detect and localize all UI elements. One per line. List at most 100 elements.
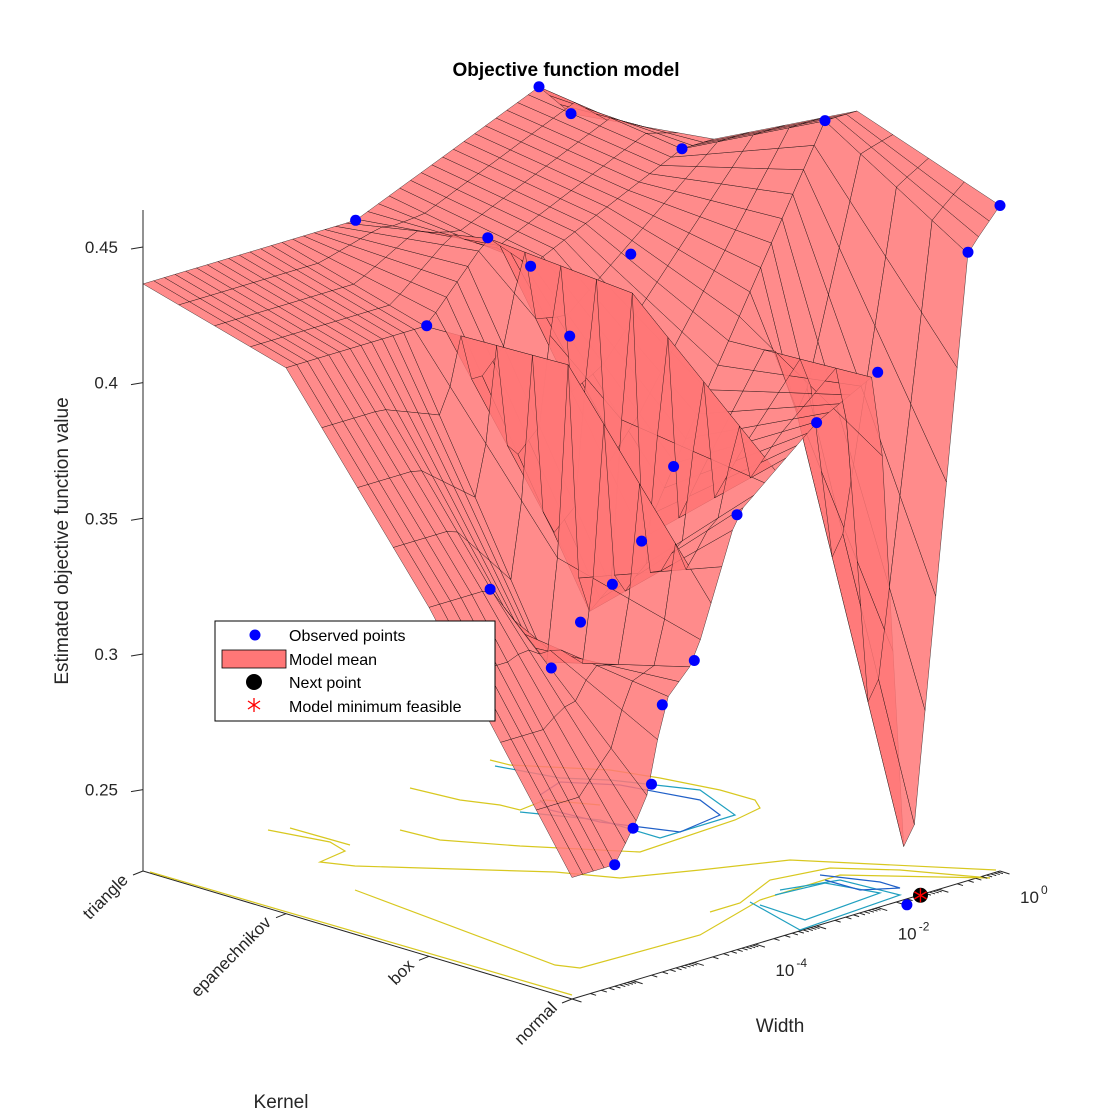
observed-point — [656, 699, 668, 711]
y-tick-mark — [863, 911, 871, 914]
contour-line — [819, 874, 901, 891]
y-tick-mark — [816, 925, 827, 930]
z-tick-label: 0.25 — [85, 781, 118, 800]
y-tick-mark — [906, 898, 913, 902]
legend-observed-marker — [249, 629, 261, 641]
observed-point — [962, 246, 974, 258]
y-tick-mark — [868, 909, 875, 913]
z-tick-label: 0.3 — [94, 645, 118, 664]
y-tick-mark — [691, 962, 698, 966]
contour-line — [709, 867, 991, 913]
contour-line — [354, 874, 991, 969]
y-tick-mark — [993, 872, 1000, 876]
x-tick-mark — [561, 998, 573, 1004]
legend-entry-next-point: Next point — [289, 675, 362, 692]
z-tick-mark — [130, 246, 144, 250]
observed-point — [646, 778, 657, 790]
observed-point — [819, 115, 831, 127]
legend: Observed points Model mean Next point Mo… — [214, 620, 496, 722]
y-tick-mark — [619, 984, 626, 988]
y-tick-mark — [745, 946, 752, 950]
observed-point — [627, 822, 639, 834]
y-tick-mark — [623, 983, 630, 986]
y-tick-exponent: -4 — [796, 956, 807, 970]
y-tick-mark — [688, 963, 695, 967]
observed-point — [609, 859, 621, 871]
y-tick-mark — [741, 947, 748, 951]
y-tick-exponent: 0 — [1041, 883, 1048, 897]
y-tick-mark — [749, 945, 756, 949]
y-tick-mark — [730, 950, 737, 954]
observed-point — [676, 143, 688, 155]
y-tick-mark — [834, 919, 841, 923]
observed-point — [565, 108, 577, 120]
y-tick-exponent: -2 — [919, 920, 930, 934]
observed-point — [811, 417, 823, 429]
axes-frame — [142, 210, 1001, 1000]
contour-line — [759, 882, 883, 921]
y-tick-mark — [853, 914, 860, 918]
observed-points — [350, 81, 1006, 911]
contour-line — [267, 829, 997, 879]
z-tick-label: 0.4 — [94, 374, 118, 393]
y-tick-mark — [981, 876, 988, 879]
legend-box — [214, 620, 496, 722]
y-tick-mark — [871, 908, 878, 912]
y-tick-mark — [859, 912, 866, 916]
legend-entry-model-minimum-feasible: Model minimum feasible — [289, 699, 462, 716]
y-tick-mark — [680, 966, 687, 969]
x-tick-mark — [275, 913, 287, 919]
y-tick-mark — [967, 880, 974, 883]
contour-line — [289, 827, 351, 846]
y-tick-mark — [784, 934, 791, 938]
y-tick-mark — [773, 938, 780, 941]
observed-point — [564, 330, 576, 342]
y-tick-mark — [723, 953, 730, 956]
x-tick-mark — [132, 870, 144, 876]
y-tick-base: 10 — [775, 961, 794, 980]
y-tick-mark — [694, 961, 704, 966]
y-tick-mark — [975, 877, 982, 881]
y-tick-label: 10 -4 — [775, 956, 807, 980]
y-tick-mark — [755, 943, 766, 948]
observed-point — [625, 248, 637, 260]
legend-entry-observed: Observed points — [289, 628, 406, 645]
observed-point — [606, 578, 618, 590]
legend-model-mean-swatch — [221, 649, 287, 669]
y-tick-mark — [997, 871, 1004, 875]
observed-point — [533, 81, 545, 93]
y-tick-mark — [627, 982, 634, 985]
y-tick-mark — [929, 891, 936, 895]
contour-line — [749, 879, 903, 931]
y-tick-mark — [874, 907, 881, 911]
y-tick-mark — [675, 967, 682, 971]
y-tick-mark — [651, 974, 658, 978]
z-tick-mark — [130, 653, 144, 657]
y-tick-mark — [684, 964, 691, 968]
y-tick-mark — [614, 985, 621, 989]
observed-point — [636, 535, 648, 547]
y-tick-mark — [938, 888, 949, 893]
y-tick-mark — [810, 927, 817, 930]
y-tick-mark — [990, 873, 997, 877]
y-tick-label: 10 -2 — [898, 920, 930, 944]
legend-entry-model-mean: Model mean — [289, 652, 377, 669]
z-tick-mark — [130, 382, 144, 386]
y-tick-mark — [895, 901, 902, 905]
z-tick-mark — [130, 789, 144, 793]
y-tick-mark — [802, 929, 809, 933]
chart-title: Objective function model — [453, 60, 680, 81]
y-tick-mark — [813, 926, 820, 929]
observed-point — [872, 366, 884, 378]
y-tick-mark — [662, 971, 669, 975]
y-tick-mark — [932, 890, 939, 894]
y-tick-mark — [986, 874, 993, 878]
y-tick-mark — [935, 889, 942, 893]
y-tick-mark — [798, 930, 805, 934]
z-tick-mark — [130, 517, 144, 521]
y-tick-mark — [632, 980, 643, 985]
y-tick-mark — [877, 907, 888, 912]
observed-point — [421, 320, 433, 332]
